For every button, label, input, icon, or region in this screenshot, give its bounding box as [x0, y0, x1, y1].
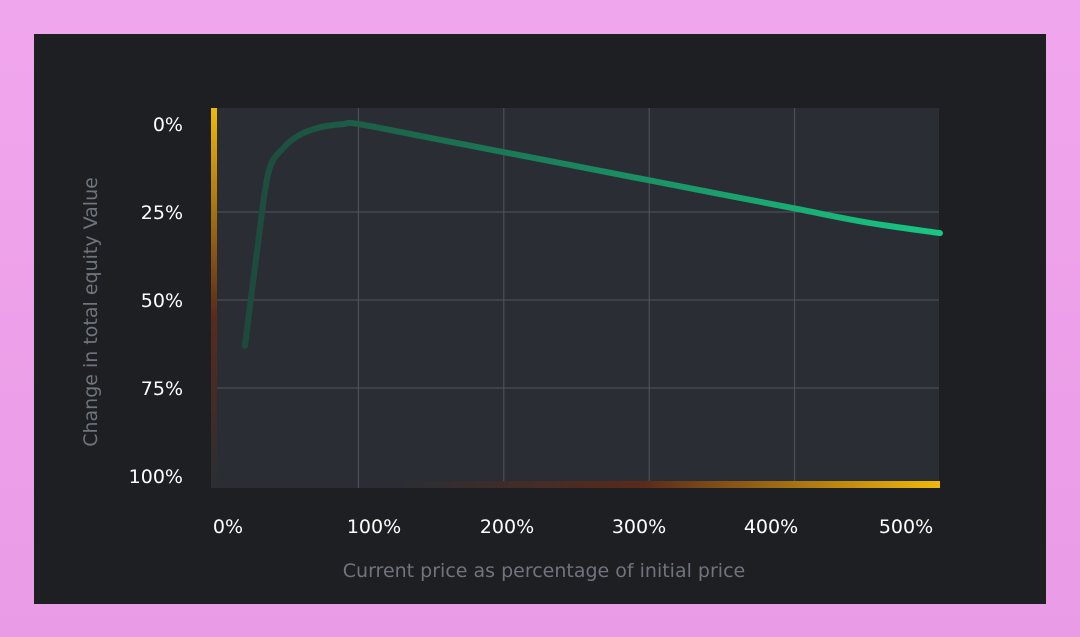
y-axis-title: Change in total equity Value	[80, 177, 102, 447]
y-tick-labels: 0% 25% 50% 75% 100%	[129, 114, 183, 488]
y-tick-label: 50%	[141, 290, 183, 312]
x-tick-label: 200%	[480, 516, 534, 538]
axis-accents	[211, 108, 940, 488]
x-axis-accent	[400, 481, 940, 488]
series-group	[241, 119, 943, 349]
x-tick-label: 100%	[347, 516, 401, 538]
x-tick-label: 0%	[213, 516, 243, 538]
grid	[213, 108, 939, 488]
y-tick-label: 75%	[141, 378, 183, 400]
x-tick-label: 300%	[612, 516, 666, 538]
x-tick-label: 400%	[744, 516, 798, 538]
y-tick-label: 100%	[129, 466, 183, 488]
y-axis-accent	[211, 108, 217, 488]
series-line	[241, 119, 943, 349]
y-tick-label: 0%	[153, 114, 183, 136]
plot-area	[213, 108, 939, 488]
x-tick-labels: 0% 100% 200% 300% 400% 500%	[213, 516, 933, 538]
x-tick-label: 500%	[879, 516, 933, 538]
x-axis-title: Current price as percentage of initial p…	[343, 560, 745, 582]
y-tick-label: 25%	[141, 202, 183, 224]
